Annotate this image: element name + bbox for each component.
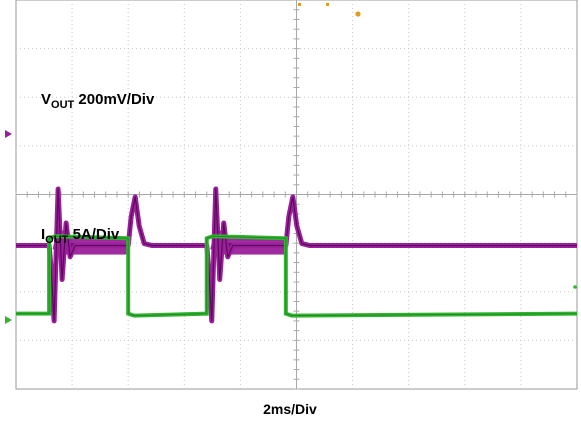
graticule-grid xyxy=(15,0,578,390)
iout-label: IOUT 5A/Div xyxy=(41,226,120,246)
iout-line-core xyxy=(16,235,578,317)
vout-trace xyxy=(16,186,577,324)
top-marker-2 xyxy=(326,3,329,6)
trigger-markers xyxy=(298,3,577,289)
vout-label: VOUT 200mV/Div xyxy=(41,91,155,111)
channel-2-marker xyxy=(5,316,12,324)
channel-1-marker xyxy=(5,130,12,138)
vout-line-core xyxy=(16,188,577,322)
trigger-marker xyxy=(355,11,361,17)
side-marker xyxy=(573,285,577,289)
iout-trace xyxy=(16,234,578,318)
x-axis-scale-label: 2ms/Div xyxy=(263,401,317,417)
top-marker xyxy=(298,3,301,6)
